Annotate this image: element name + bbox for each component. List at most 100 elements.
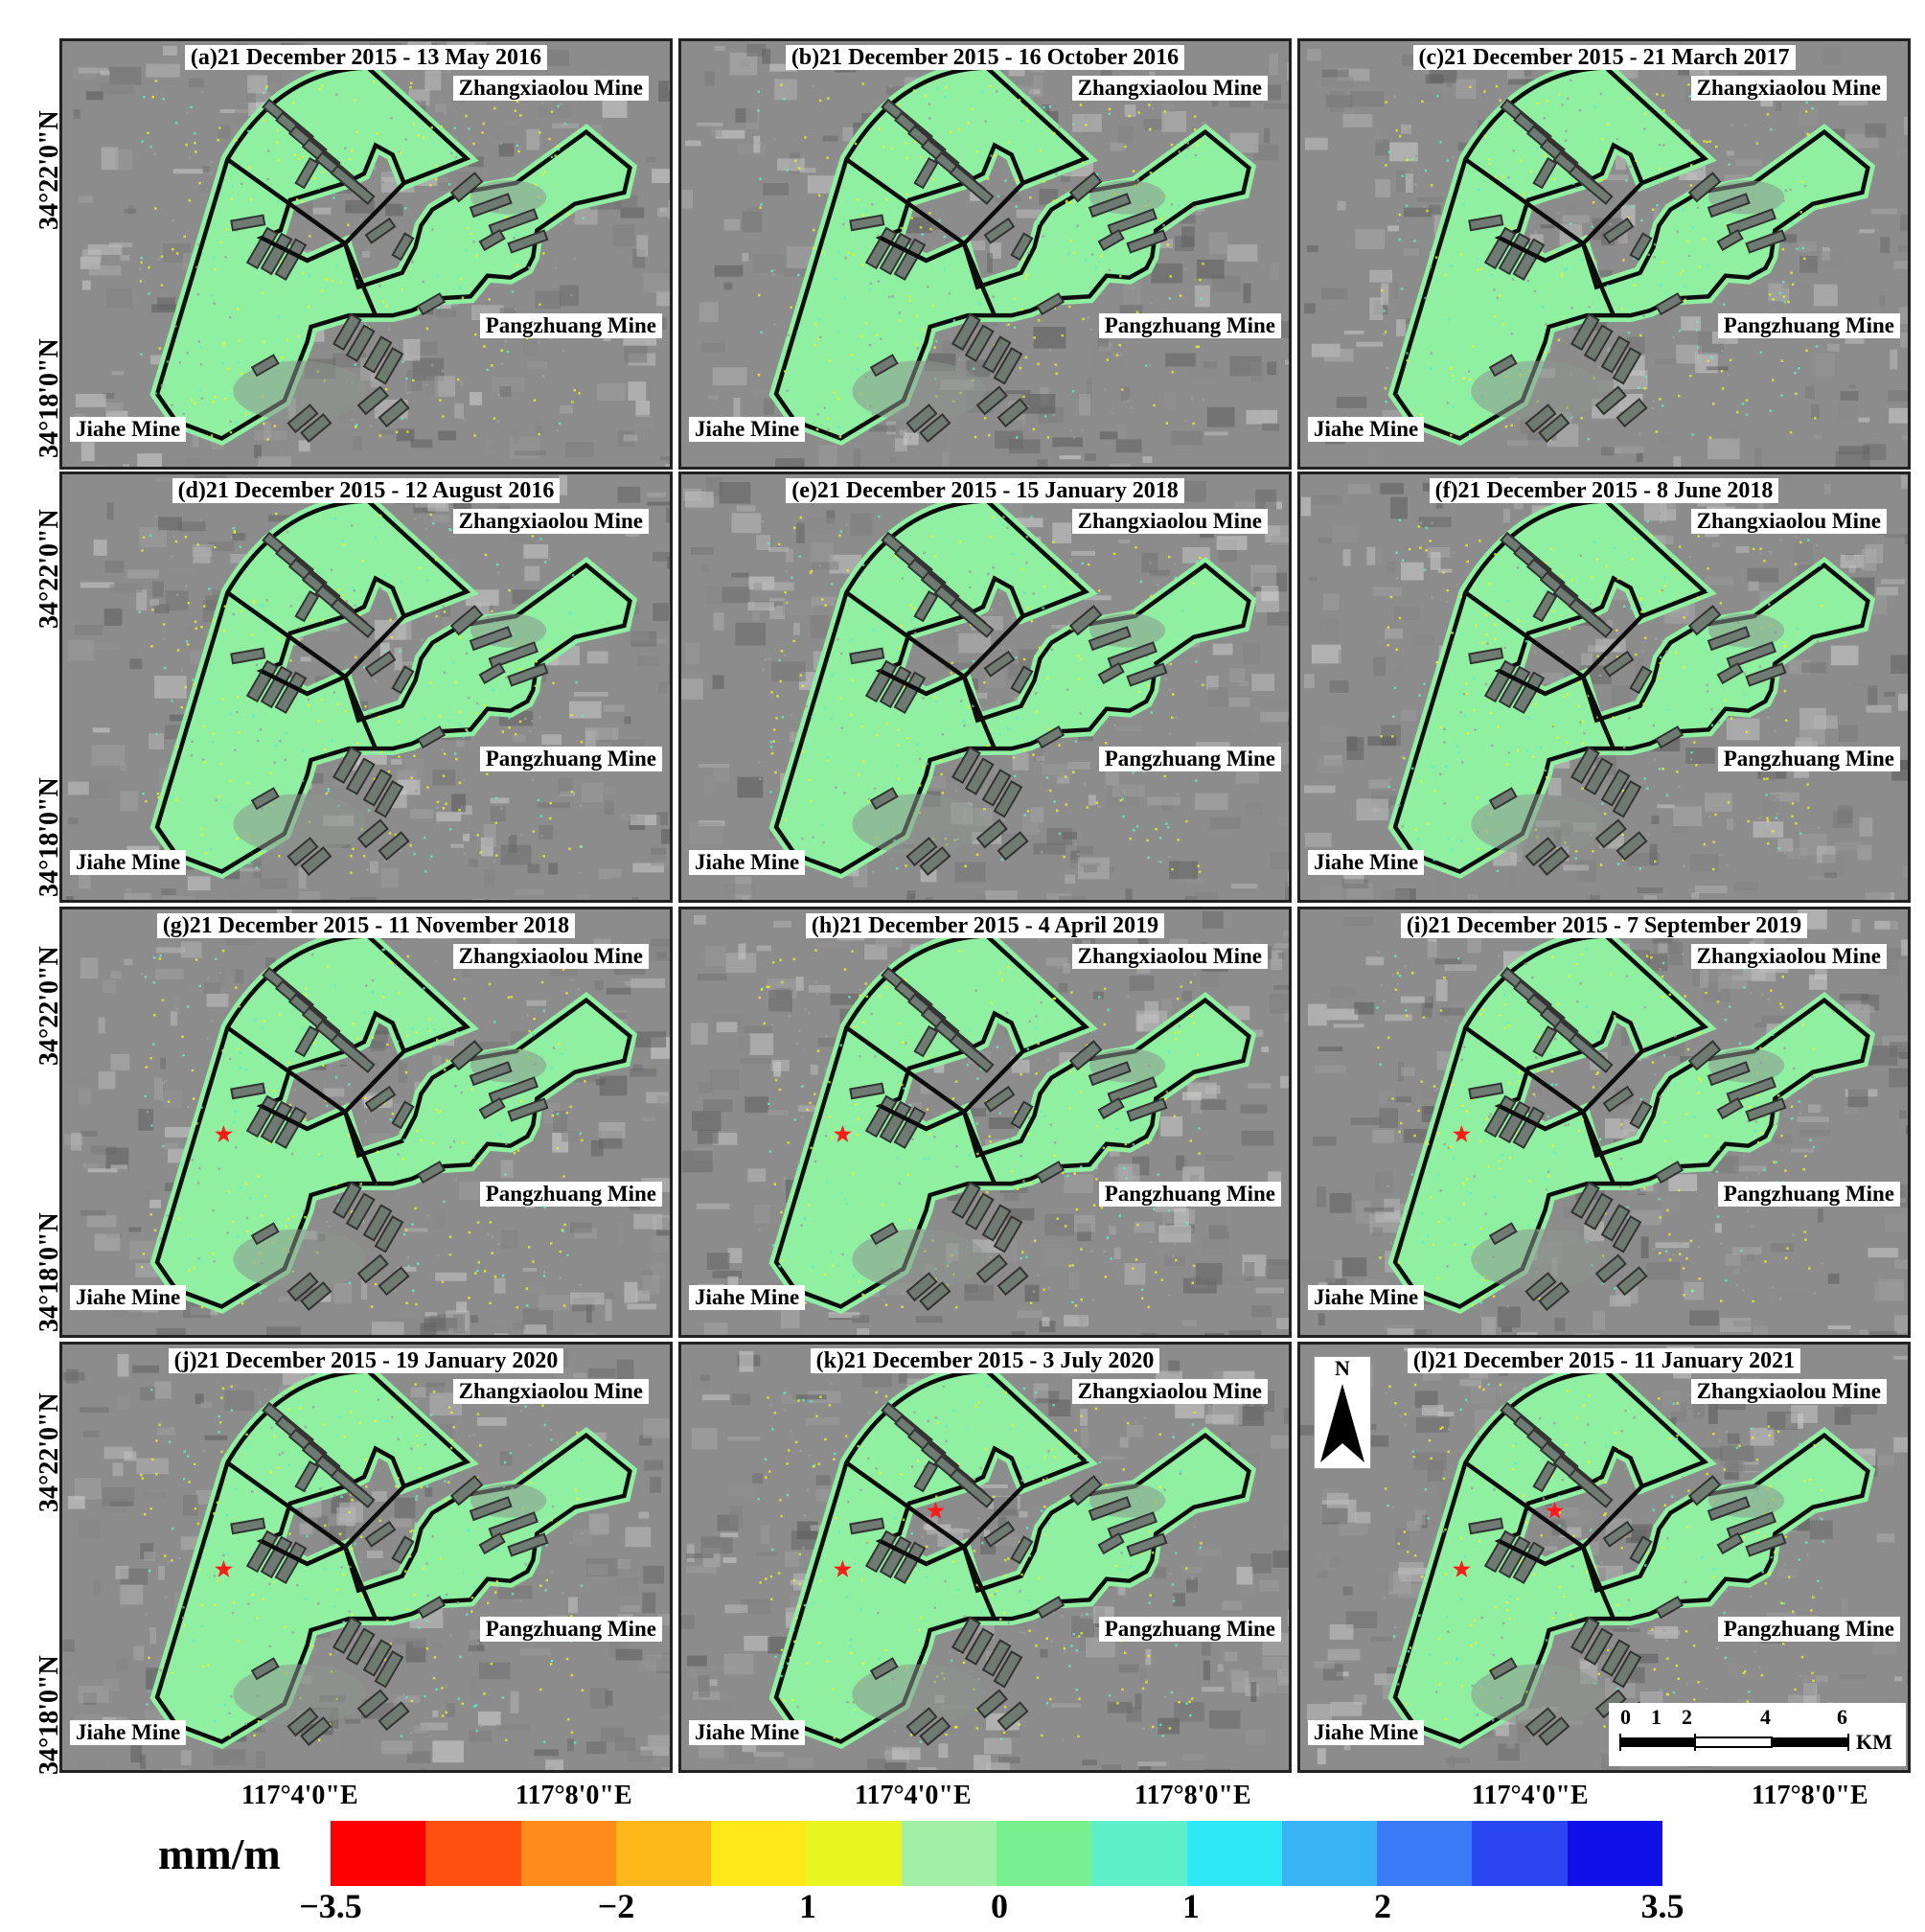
legend-tick: 1 xyxy=(799,1887,816,1925)
mining-panel-outline xyxy=(905,403,938,434)
mining-panel-outline xyxy=(849,1517,885,1535)
color-bar-swatch xyxy=(901,1821,997,1886)
mining-panel-outline xyxy=(294,1460,320,1493)
mining-panel-outline xyxy=(1655,292,1684,316)
scale-unit: KM xyxy=(1856,1730,1892,1754)
mining-panel-outline xyxy=(1568,597,1614,638)
mining-panel-outline xyxy=(964,1627,995,1666)
legend-title: mm/m xyxy=(158,1829,281,1878)
mining-panel-outline xyxy=(1600,1639,1631,1677)
mining-panel-outline xyxy=(951,1616,981,1655)
mining-panel-outline xyxy=(1538,1281,1570,1311)
mining-panel-outline xyxy=(1532,1025,1558,1058)
mining-panel-outline xyxy=(1602,1085,1635,1113)
mining-panel-outline xyxy=(1126,662,1168,687)
mining-panel-outline xyxy=(1745,1532,1787,1557)
mining-panel-outline xyxy=(286,1272,319,1302)
mining-panel-outline xyxy=(1107,208,1157,236)
mining-panel-outline xyxy=(330,164,376,205)
color-bar-swatch xyxy=(711,1821,807,1886)
mining-panel-outline xyxy=(507,1097,549,1122)
mining-panel-outline xyxy=(1010,665,1034,695)
mining-panel-outline xyxy=(356,385,389,416)
panel-title: (i)21 December 2015 - 7 September 2019 xyxy=(1300,913,1908,939)
mining-panel-outline xyxy=(1570,312,1600,352)
mine-internal-boundary xyxy=(845,590,1025,749)
legend-tick: 2 xyxy=(1374,1887,1391,1925)
mining-panel-outline xyxy=(469,193,513,218)
mining-panel-outline xyxy=(378,398,410,428)
mining-panel-outline xyxy=(893,238,927,281)
mining-panel-outline xyxy=(1488,354,1518,378)
mine-label-zhangxiaolou: Zhangxiaolou Mine xyxy=(1690,76,1887,101)
mining-panel-outline xyxy=(1068,172,1103,203)
mining-panel-outline xyxy=(1524,403,1557,434)
mining-panel-outline xyxy=(879,665,912,709)
scale-tick-label: 0 xyxy=(1620,1705,1631,1729)
mining-panel-outline xyxy=(919,1281,951,1311)
mining-panel-outline xyxy=(1483,1094,1517,1138)
mining-panel-outline xyxy=(449,1040,484,1071)
lon-label-west: 117°4'0"E xyxy=(855,1781,972,1810)
mining-panel-outline xyxy=(345,757,376,795)
mining-panel-outline xyxy=(300,413,332,443)
mining-panel-outline xyxy=(374,347,404,385)
mining-panel-outline xyxy=(391,232,415,262)
mine-label-pangzhuang: Pangzhuang Mine xyxy=(1098,313,1281,338)
mining-panel-outline xyxy=(905,837,938,867)
mining-panel-outline xyxy=(1532,1460,1558,1493)
mining-panel-outline xyxy=(1068,605,1103,636)
scale-tick-label: 6 xyxy=(1837,1705,1847,1729)
mining-panel-outline xyxy=(993,1650,1023,1689)
mine-label-zhangxiaolou: Zhangxiaolou Mine xyxy=(1071,76,1268,101)
mine-label-zhangxiaolou: Zhangxiaolou Mine xyxy=(1071,944,1268,969)
mining-panel-outline xyxy=(905,1272,938,1302)
mining-panel-outline xyxy=(1629,232,1653,262)
mine-label-zhangxiaolou: Zhangxiaolou Mine xyxy=(1690,1379,1887,1404)
mining-panel-outline xyxy=(1468,647,1504,665)
mining-panel-outline xyxy=(949,1032,995,1073)
mining-panel-outline xyxy=(1629,1535,1653,1565)
mining-panel-outline xyxy=(1687,1040,1722,1071)
mining-panel-outline xyxy=(1716,661,1744,685)
mining-panel-outline xyxy=(1616,398,1648,428)
mining-panel-outline xyxy=(469,626,513,652)
mining-panel-outline xyxy=(245,659,279,703)
mining-panel-outline xyxy=(478,1531,506,1555)
mining-panel-outline xyxy=(905,1707,938,1737)
mining-panel-outline xyxy=(274,1541,308,1584)
map-image xyxy=(681,474,1289,900)
mining-panel-outline xyxy=(951,746,981,785)
mining-panel-outline xyxy=(951,312,981,352)
mining-panel-outline xyxy=(332,1181,362,1220)
color-bar-swatch xyxy=(806,1821,902,1886)
mining-panel-outline xyxy=(245,226,279,270)
mining-panel-outline xyxy=(981,1204,1012,1242)
mining-panel-outline xyxy=(356,818,389,849)
mining-panel-outline xyxy=(391,1100,415,1130)
panel-title: (k)21 December 2015 - 3 July 2020 xyxy=(681,1348,1289,1374)
mining-panel-outline xyxy=(1538,1716,1570,1746)
mine-label-pangzhuang: Pangzhuang Mine xyxy=(479,747,662,771)
mining-panel-outline xyxy=(1707,1061,1751,1087)
mine-label-pangzhuang: Pangzhuang Mine xyxy=(1717,313,1900,338)
mining-panel-outline xyxy=(1707,193,1751,218)
mining-panel-outline xyxy=(374,1215,404,1254)
mining-panel-outline xyxy=(1612,347,1642,385)
mining-panel-outline xyxy=(488,1076,539,1104)
color-bar-swatch xyxy=(1567,1821,1662,1886)
mining-panel-outline xyxy=(1512,1541,1546,1584)
mining-panel-outline xyxy=(300,846,332,876)
mining-panel-outline xyxy=(356,1689,389,1719)
mining-panel-outline xyxy=(1488,787,1518,811)
mining-panel-outline xyxy=(478,228,506,252)
panel-title: (f)21 December 2015 - 8 June 2018 xyxy=(1300,478,1908,504)
mining-panel-outline xyxy=(478,1096,506,1120)
mining-panel-outline xyxy=(469,1061,513,1087)
panel-title: (a)21 December 2015 - 13 May 2016 xyxy=(62,45,670,71)
mining-panel-outline xyxy=(417,725,447,749)
mining-panel-outline xyxy=(294,1025,320,1058)
mining-panel-outline xyxy=(1570,746,1600,785)
mine-internal-boundary xyxy=(226,1460,406,1620)
mine-internal-boundary xyxy=(845,1460,1025,1620)
